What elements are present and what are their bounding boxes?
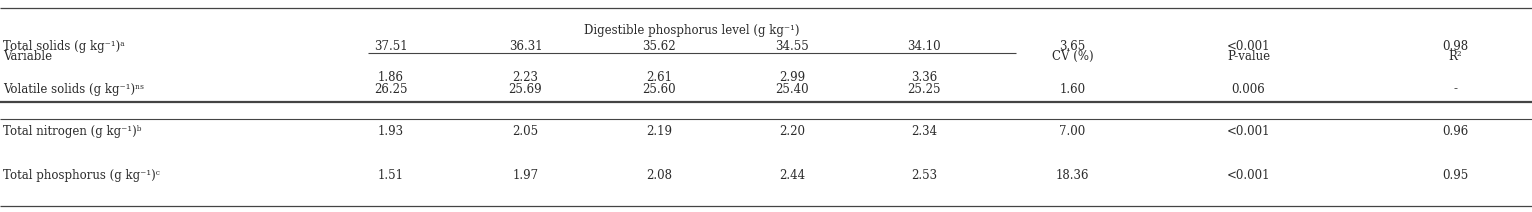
- Text: 37.51: 37.51: [374, 40, 408, 53]
- Text: Total nitrogen (g kg⁻¹)ᵇ: Total nitrogen (g kg⁻¹)ᵇ: [3, 125, 141, 138]
- Text: 1.60: 1.60: [1059, 82, 1086, 96]
- Text: 3.65: 3.65: [1059, 40, 1086, 53]
- Text: 0.006: 0.006: [1232, 82, 1265, 96]
- Text: 2.23: 2.23: [513, 71, 538, 84]
- Text: Digestible phosphorus level (g kg⁻¹): Digestible phosphorus level (g kg⁻¹): [584, 24, 800, 37]
- Text: 7.00: 7.00: [1059, 125, 1086, 138]
- Text: <0.001: <0.001: [1227, 169, 1270, 183]
- Text: Total phosphorus (g kg⁻¹)ᶜ: Total phosphorus (g kg⁻¹)ᶜ: [3, 169, 159, 183]
- Text: 2.20: 2.20: [780, 125, 804, 138]
- Text: 34.10: 34.10: [907, 40, 941, 53]
- Text: 25.60: 25.60: [642, 82, 676, 96]
- Text: 35.62: 35.62: [642, 40, 676, 53]
- Text: 25.69: 25.69: [509, 82, 542, 96]
- Text: Variable: Variable: [3, 50, 52, 63]
- Text: 2.53: 2.53: [910, 169, 938, 183]
- Text: 18.36: 18.36: [1056, 169, 1089, 183]
- Text: 2.99: 2.99: [778, 71, 806, 84]
- Text: CV (%): CV (%): [1051, 50, 1094, 63]
- Text: 1.51: 1.51: [378, 169, 403, 183]
- Text: 25.25: 25.25: [907, 82, 941, 96]
- Text: <0.001: <0.001: [1227, 125, 1270, 138]
- Text: 0.98: 0.98: [1442, 40, 1469, 53]
- Text: 34.55: 34.55: [775, 40, 809, 53]
- Text: 2.19: 2.19: [647, 125, 671, 138]
- Text: 3.36: 3.36: [910, 71, 938, 84]
- Text: 1.97: 1.97: [512, 169, 539, 183]
- Text: 2.44: 2.44: [778, 169, 806, 183]
- Text: 1.86: 1.86: [378, 71, 403, 84]
- Text: 26.25: 26.25: [374, 82, 408, 96]
- Text: 2.61: 2.61: [647, 71, 671, 84]
- Text: 0.95: 0.95: [1442, 169, 1469, 183]
- Text: Total solids (g kg⁻¹)ᵃ: Total solids (g kg⁻¹)ᵃ: [3, 40, 124, 53]
- Text: <0.001: <0.001: [1227, 40, 1270, 53]
- Text: R²: R²: [1449, 50, 1462, 63]
- Text: 2.08: 2.08: [647, 169, 671, 183]
- Text: -: -: [1454, 82, 1457, 96]
- Text: 2.34: 2.34: [910, 125, 938, 138]
- Text: 0.96: 0.96: [1442, 125, 1469, 138]
- Text: 2.05: 2.05: [512, 125, 539, 138]
- Text: P-value: P-value: [1227, 50, 1270, 63]
- Text: 25.40: 25.40: [775, 82, 809, 96]
- Text: 1.93: 1.93: [377, 125, 404, 138]
- Text: 36.31: 36.31: [509, 40, 542, 53]
- Text: Volatile solids (g kg⁻¹)ⁿˢ: Volatile solids (g kg⁻¹)ⁿˢ: [3, 82, 144, 96]
